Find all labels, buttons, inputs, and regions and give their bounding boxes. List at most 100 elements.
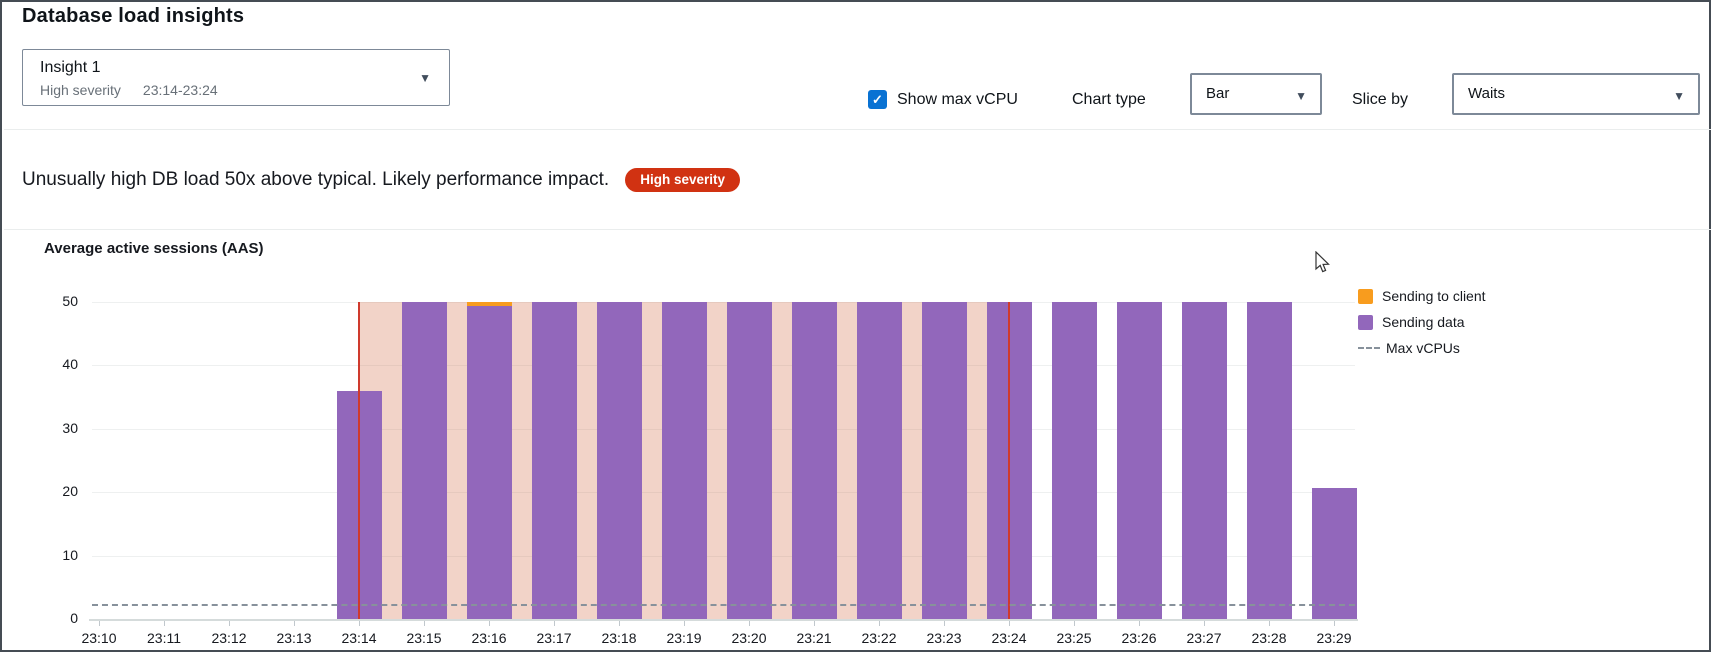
insight-boundary-line — [358, 302, 360, 619]
insight-selector-title: Insight 1 — [40, 59, 101, 76]
x-axis-tick — [424, 621, 425, 626]
mouse-cursor — [1315, 251, 1330, 273]
x-axis-tick — [294, 621, 295, 626]
x-axis-tick — [99, 621, 100, 626]
x-axis-tick-label: 23:25 — [1056, 630, 1092, 646]
aas-chart: Average active sessions (AAS) 0 10 20 30 40 5… — [2, 229, 1711, 652]
x-axis-tick-label: 23:26 — [1121, 630, 1157, 646]
x-axis-tick-label: 23:20 — [731, 630, 767, 646]
legend-label: Sending data — [1382, 314, 1465, 330]
y-axis-tick-label: 50 — [62, 293, 78, 309]
chevron-down-icon: ▼ — [419, 71, 431, 85]
bar-segment[interactable] — [401, 302, 447, 619]
x-axis-tick — [164, 621, 165, 626]
insight-severity: High severity — [40, 82, 121, 98]
x-axis-tick — [1009, 621, 1010, 626]
x-axis-tick-label: 23:15 — [406, 630, 442, 646]
x-axis-tick — [814, 621, 815, 626]
legend-item[interactable]: Sending data — [1358, 309, 1486, 335]
x-axis-tick-label: 23:17 — [536, 630, 572, 646]
x-axis-tick — [1269, 621, 1270, 626]
dashed-line-icon — [1358, 347, 1380, 349]
chevron-down-icon: ▼ — [1295, 89, 1307, 103]
gridline — [92, 428, 1355, 430]
chart-title: Average active sessions (AAS) — [44, 240, 264, 257]
page-title: Database load insights — [22, 5, 245, 27]
x-axis-tick — [1074, 621, 1075, 626]
x-axis-tick-label: 23:23 — [926, 630, 962, 646]
y-axis-tick-label: 20 — [62, 483, 78, 500]
y-axis-tick-label: 30 — [62, 419, 78, 436]
max-vcpus-line — [92, 604, 1355, 607]
x-axis-tick-label: 23:28 — [1251, 630, 1287, 646]
bar-segment[interactable] — [1051, 302, 1097, 619]
x-axis-tick-label: 23:21 — [796, 630, 832, 646]
legend-swatch — [1358, 288, 1373, 304]
chart-type-select[interactable]: Bar ▼ — [1190, 73, 1322, 115]
insight-time-range: 23:14-23:24 — [142, 82, 218, 98]
x-axis-tick — [944, 621, 945, 626]
bar-segment[interactable] — [661, 302, 707, 619]
bar-segment[interactable] — [726, 302, 772, 619]
bar-segment[interactable] — [856, 302, 902, 619]
bar-segment[interactable] — [1246, 302, 1292, 619]
gridline — [92, 492, 1355, 494]
x-axis-line — [89, 619, 1358, 621]
bar-segment[interactable] — [921, 302, 967, 619]
y-axis-tick-label: 10 — [62, 546, 78, 563]
show-max-vcpu-label: Show max vCPU — [897, 91, 1018, 108]
x-axis-tick-label: 23:12 — [211, 630, 247, 646]
legend-swatch — [1358, 314, 1373, 330]
bar-segment[interactable] — [466, 306, 512, 619]
bar-segment[interactable] — [466, 302, 512, 307]
x-axis-tick-label: 23:11 — [147, 630, 181, 646]
x-axis-tick — [359, 621, 360, 626]
insight-alert-message: Unusually high DB load 50x above typical… — [22, 169, 610, 190]
x-axis-tick-label: 23:27 — [1186, 630, 1222, 646]
x-axis-tick — [1334, 621, 1335, 626]
legend-label: Sending to client — [1382, 288, 1486, 304]
x-axis-tick — [684, 621, 685, 626]
x-axis-tick — [1204, 621, 1205, 626]
legend-label: Max vCPUs — [1386, 340, 1460, 356]
x-axis-tick — [1139, 621, 1140, 626]
insight-boundary-line — [1008, 302, 1010, 619]
gridline — [92, 365, 1355, 367]
x-axis-tick-label: 23:18 — [601, 630, 637, 646]
insight-selector-dropdown[interactable]: Insight 1 High severity 23:14-23:24 ▼ — [22, 49, 450, 106]
slice-by-select[interactable]: Waits ▼ — [1452, 73, 1700, 115]
severity-badge: High severity — [625, 168, 740, 192]
x-axis-tick-label: 23:24 — [991, 630, 1027, 646]
x-axis-tick — [619, 621, 620, 626]
gridline — [92, 555, 1355, 557]
x-axis-tick-label: 23:10 — [81, 630, 117, 646]
chevron-down-icon: ▼ — [1673, 89, 1685, 103]
legend-item[interactable]: Max vCPUs — [1358, 335, 1486, 361]
x-axis-tick — [749, 621, 750, 626]
bar-segment[interactable] — [531, 302, 577, 619]
bar-segment[interactable] — [791, 302, 837, 619]
show-max-vcpu-checkbox[interactable]: ✓ — [868, 90, 887, 109]
bar-segment[interactable] — [596, 302, 642, 619]
chart-plot-area — [89, 302, 1358, 626]
x-axis-tick — [879, 621, 880, 626]
x-axis-tick-label: 23:29 — [1316, 630, 1352, 646]
y-axis-tick-label: 0 — [70, 610, 78, 626]
legend-item[interactable]: Sending to client — [1358, 283, 1486, 309]
insight-selector-subtitle: High severity 23:14-23:24 — [40, 82, 218, 98]
chart-type-label: Chart type — [1072, 91, 1146, 108]
bar-segment[interactable] — [1181, 302, 1227, 619]
gridline — [92, 302, 1355, 303]
x-axis-tick-label: 23:13 — [276, 630, 312, 646]
chart-type-value: Bar — [1206, 85, 1230, 102]
bar-segment[interactable] — [1116, 302, 1162, 619]
x-axis-tick-label: 23:22 — [861, 630, 897, 646]
x-axis-tick — [489, 621, 490, 626]
x-axis-tick-label: 23:19 — [666, 630, 702, 646]
y-axis-tick-label: 40 — [62, 356, 78, 373]
insight-alert: Unusually high DB load 50x above typical… — [22, 165, 740, 195]
x-axis-tick — [554, 621, 555, 626]
bar-segment[interactable] — [1311, 487, 1357, 619]
x-axis-tick-label: 23:16 — [471, 630, 507, 646]
